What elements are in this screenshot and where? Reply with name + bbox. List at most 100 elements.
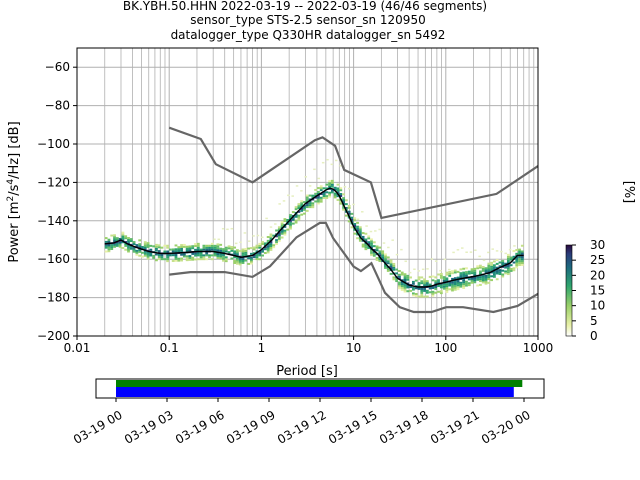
psd-density-cell [107,246,111,249]
psd-density-cell-faint [391,239,394,241]
psd-density-cell [425,282,429,285]
psd-density-cell [210,258,214,261]
psd-density-cell [141,251,144,254]
psd-density-cell [294,213,298,216]
psd-density-cell [501,263,505,266]
psd-density-cell [255,246,259,249]
psd-density-cell [339,200,343,203]
psd-density-cell [495,266,499,269]
psd-density-cell [266,251,270,254]
psd-density-cell [219,243,223,246]
psd-density-cell [107,244,111,247]
psd-density-cell [291,211,295,214]
psd-density-cell-faint [404,260,407,263]
psd-density-cell-faint [239,241,242,244]
psd-density-cell [344,203,348,206]
psd-density-cell [107,248,111,251]
psd-density-cell [216,254,220,257]
psd-density-cell [118,241,122,244]
psd-density-cell [241,250,245,253]
psd-density-cell [392,276,396,279]
psd-density-cell [353,223,357,226]
psd-density-cell [238,249,242,252]
psd-density-cell [194,252,197,255]
psd-density-cell-faint [252,235,255,237]
psd-density-cell [434,287,438,290]
psd-density-cell [160,256,164,259]
psd-density-cell [241,248,245,251]
psd-density-cell [152,254,156,257]
timeline-tick-label: 03-19 06 [173,408,227,447]
psd-density-cell [473,273,477,276]
psd-density-cell [230,249,234,252]
psd-density-cell [291,222,295,225]
psd-density-cell [372,254,376,257]
psd-density-cell [448,272,452,275]
psd-density-cell [417,284,421,287]
psd-density-cell [434,291,438,294]
psd-density-cell [442,279,446,282]
psd-density-cell [403,277,407,280]
psd-density-cell [143,250,147,253]
x-tick-label: 0.01 [64,341,91,355]
psd-density-cell [222,250,225,253]
psd-density-cell [174,255,178,258]
psd-density-cell [378,250,382,253]
psd-density-cell [272,244,276,247]
psd-density-cell [227,247,231,250]
y-tick-label: −120 [37,175,70,189]
psd-density-cell [157,257,161,260]
psd-density-cell-faint [513,245,516,247]
psd-density-cell [129,238,133,241]
psd-density-cell [177,248,181,251]
psd-density-cell [520,258,524,261]
psd-density-cell [308,200,312,203]
psd-density-cell [490,275,493,278]
psd-density-cell [423,295,426,298]
psd-density-cell [289,225,292,228]
psd-density-cell [518,248,521,251]
psd-density-cell [479,276,482,279]
psd-density-cell [395,268,399,271]
psd-density-cell [370,246,373,249]
psd-density-cell [297,205,301,208]
psd-density-cell [417,282,421,285]
psd-density-cell-faint [443,258,447,261]
psd-density-cell [392,266,396,269]
psd-density-cell [188,255,192,258]
psd-density-cell [322,195,326,198]
psd-density-cell [210,248,214,251]
psd-density-cell [174,257,178,260]
psd-density-cell [233,256,237,259]
psd-density-cell [275,229,278,232]
psd-density-cell [425,284,429,287]
x-axis-label: Period [s] [276,364,338,379]
psd-density-cell [378,254,382,257]
psd-density-cell [319,198,323,201]
psd-density-cell [417,295,421,298]
psd-density-cell [381,256,385,259]
psd-density-cell [121,233,125,236]
psd-density-cell [425,280,429,283]
colorbar-tick-label: 5 [590,314,598,328]
psd-density-cell [428,287,432,290]
psd-density-cell [216,252,220,255]
psd-density-cell [425,289,429,292]
psd-density-cell [515,258,519,261]
psd-density-cell [353,219,357,222]
psd-density-cell [115,242,119,245]
psd-density-cell [470,270,474,273]
psd-density-cell [163,258,167,261]
psd-density-cell [495,278,499,281]
psd-density-cell [520,250,524,253]
psd-density-cell-faint [213,238,216,240]
psd-density-cell [512,261,516,264]
psd-density-cell [490,263,493,266]
psd-density-cell [261,250,264,253]
psd-density-cell [188,245,192,248]
psd-density-cell [233,250,237,253]
psd-density-cell [389,272,393,275]
psd-density-cell [258,250,262,253]
psd-density-cell [428,275,432,278]
